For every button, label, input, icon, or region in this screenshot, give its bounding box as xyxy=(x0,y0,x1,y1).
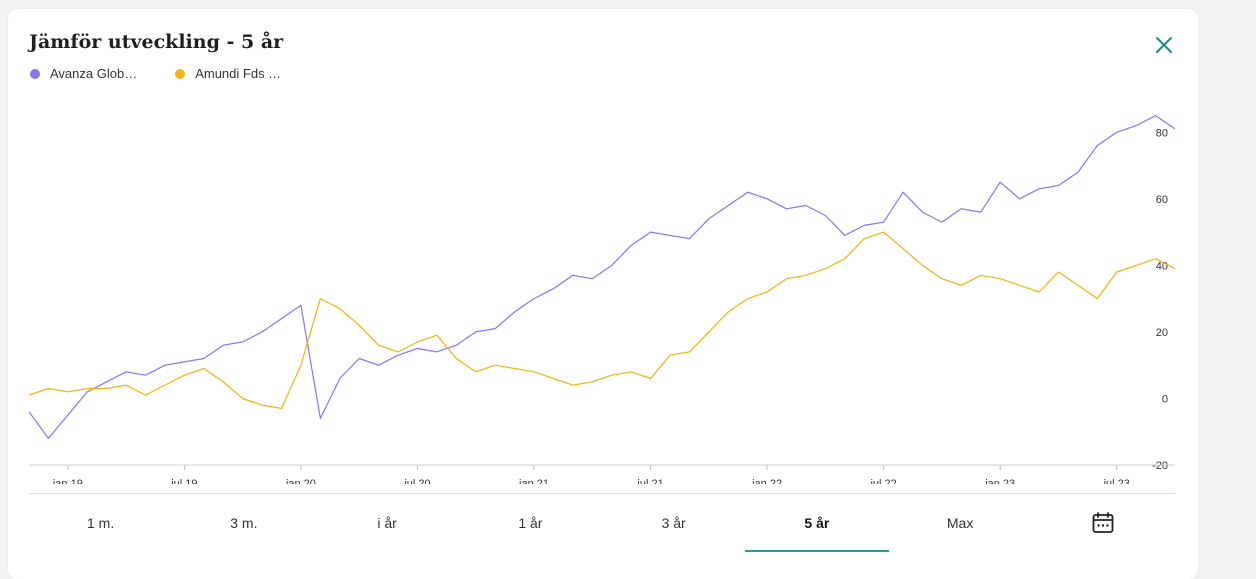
calendar-icon xyxy=(1092,512,1114,533)
legend-label-series-2: Amundi Fds … xyxy=(195,66,282,81)
legend-item-series-1[interactable]: Avanza Glob… xyxy=(30,66,137,81)
tab-label-3y: 3 år xyxy=(661,515,686,531)
x-tick-label: jul 19 xyxy=(170,478,197,484)
tab-1y[interactable]: 1 år xyxy=(459,494,602,552)
legend-dot-series-2 xyxy=(175,68,186,79)
y-tick-label: 20 xyxy=(1156,327,1168,339)
x-tick-label: jan 21 xyxy=(518,478,549,484)
close-icon[interactable] xyxy=(1153,34,1175,56)
series-line-2 xyxy=(28,231,1176,409)
tab-label-1y: 1 år xyxy=(518,515,543,531)
tab-label-5y: 5 år xyxy=(804,515,830,531)
x-tick-label: jul 20 xyxy=(403,478,430,484)
tab-max[interactable]: Max xyxy=(889,494,1032,552)
compare-card: Jämför utveckling - 5 år Avanza Glob… Am… xyxy=(8,9,1198,579)
tab-ytd[interactable]: i år xyxy=(316,494,459,552)
x-tick-label: jul 21 xyxy=(636,478,663,484)
x-tick-label: jul 23 xyxy=(1103,478,1130,484)
tab-3y[interactable]: 3 år xyxy=(602,494,745,552)
x-tick-label: jan 20 xyxy=(285,478,316,484)
y-tick-label: 80 xyxy=(1156,127,1168,139)
y-tick-label: 0 xyxy=(1162,393,1168,405)
legend-label-series-1: Avanza Glob… xyxy=(50,66,138,81)
x-tick-label: jul 22 xyxy=(869,478,896,484)
tab-1m[interactable]: 1 m. xyxy=(29,494,172,552)
tab-calendar[interactable] xyxy=(1032,494,1175,552)
y-tick-label: -20 xyxy=(1152,460,1168,472)
tab-label-1m: 1 m. xyxy=(87,515,115,531)
tab-label-max: Max xyxy=(946,515,974,531)
tab-3m[interactable]: 3 m. xyxy=(172,494,315,552)
x-tick-label: jan 19 xyxy=(52,478,83,484)
legend-item-series-2[interactable]: Amundi Fds … xyxy=(175,66,281,81)
y-tick-label: 60 xyxy=(1156,194,1168,206)
legend: Avanza Glob… Amundi Fds … xyxy=(30,66,319,81)
tab-label-ytd: i år xyxy=(377,515,397,531)
x-tick-label: jan 23 xyxy=(984,478,1015,484)
tab-label-3m: 3 m. xyxy=(230,515,258,531)
series-line-1 xyxy=(28,115,1176,439)
period-tabs: 1 m. 3 m. i år 1 år 3 år 5 år Max xyxy=(29,493,1175,554)
x-tick-label: jan 22 xyxy=(751,478,782,484)
legend-dot-series-1 xyxy=(30,68,40,79)
tab-5y[interactable]: 5 år xyxy=(745,494,889,552)
page-title: Jämför utveckling - 5 år xyxy=(29,31,284,53)
